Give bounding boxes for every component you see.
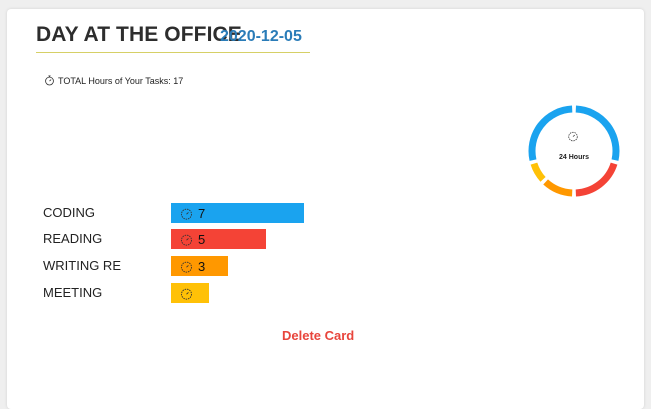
total-hours: TOTAL Hours of Your Tasks: 17 bbox=[44, 75, 183, 86]
stopwatch-icon bbox=[181, 288, 192, 300]
donut-segment bbox=[575, 105, 620, 161]
task-hours-bar: 3 bbox=[171, 256, 228, 276]
hours-donut-chart bbox=[528, 105, 620, 197]
card-date: 2020-12-05 bbox=[220, 28, 302, 45]
stopwatch-icon bbox=[568, 131, 578, 142]
task-hours-bar: 7 bbox=[171, 203, 304, 223]
donut-segment bbox=[528, 105, 573, 161]
donut-segment bbox=[575, 162, 618, 197]
stopwatch-icon bbox=[181, 261, 192, 273]
task-hours-value: 3 bbox=[198, 258, 206, 274]
donut-segment bbox=[543, 179, 573, 197]
task-name: MEETING bbox=[43, 285, 103, 300]
task-card: DAY AT THE OFFICE 2020-12-05 bbox=[7, 9, 644, 409]
stopwatch-icon bbox=[181, 234, 192, 246]
stopwatch-icon bbox=[181, 208, 192, 220]
task-hours-bar bbox=[171, 283, 209, 303]
stopwatch-icon bbox=[45, 75, 54, 86]
total-hours-text: TOTAL Hours of Your Tasks: 17 bbox=[58, 75, 184, 86]
task-hours-value: 5 bbox=[198, 231, 206, 247]
task-hours-value: 7 bbox=[198, 205, 206, 221]
delete-card-button[interactable]: Delete Card bbox=[282, 328, 355, 343]
task-hours-bar: 5 bbox=[171, 229, 266, 249]
task-name: WRITING RE bbox=[43, 258, 121, 273]
card-title: DAY AT THE OFFICE bbox=[36, 23, 242, 46]
task-name: CODING bbox=[43, 205, 95, 220]
donut-segment bbox=[530, 162, 546, 182]
task-name: READING bbox=[43, 231, 103, 246]
card-header: DAY AT THE OFFICE 2020-12-05 bbox=[36, 23, 310, 53]
donut-label: 24 Hours bbox=[559, 154, 589, 161]
